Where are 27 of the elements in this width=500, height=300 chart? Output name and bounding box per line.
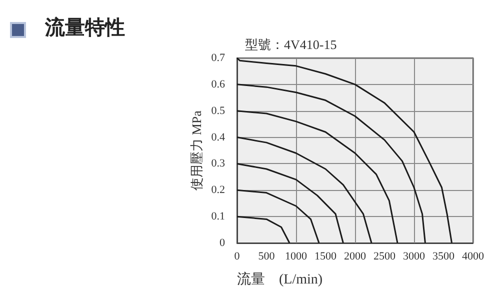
chart-title: 流量特性 (44, 15, 125, 39)
x-tick-label: 2500 (374, 250, 396, 262)
y-tick-label: 0 (220, 237, 226, 249)
x-tick-label: 3000 (403, 250, 426, 262)
y-tick-label: 0.7 (211, 52, 226, 64)
line-series (236, 84, 426, 244)
line-series (236, 216, 290, 244)
y-tick-label: 0.4 (211, 131, 226, 144)
y-tick-label: 0.3 (211, 158, 226, 170)
line-series (236, 110, 398, 244)
x-tick-label: 1500 (314, 250, 337, 262)
y-tick-label: 0.5 (211, 104, 226, 117)
y-tick-label: 0.6 (211, 78, 226, 90)
x-tick-label: 3500 (432, 250, 455, 262)
x-tick-label: 2000 (344, 250, 366, 262)
x-tick-label: 4000 (462, 250, 484, 262)
chart-subtitle: 型號：4V410-15 (245, 37, 337, 52)
line-series (236, 136, 372, 244)
x-tick-label: 500 (258, 250, 276, 262)
y-tick-label: 0.1 (211, 210, 225, 223)
x-tick-label: 0 (234, 250, 240, 262)
y-tick-label: 0.2 (211, 184, 225, 196)
y-axis-title: 使用壓力 MPa (189, 110, 204, 190)
line-series (236, 162, 344, 244)
x-axis-title: 流量 (L/min) (237, 272, 323, 288)
line-series (236, 189, 320, 244)
x-tick-label: 1000 (285, 250, 308, 262)
